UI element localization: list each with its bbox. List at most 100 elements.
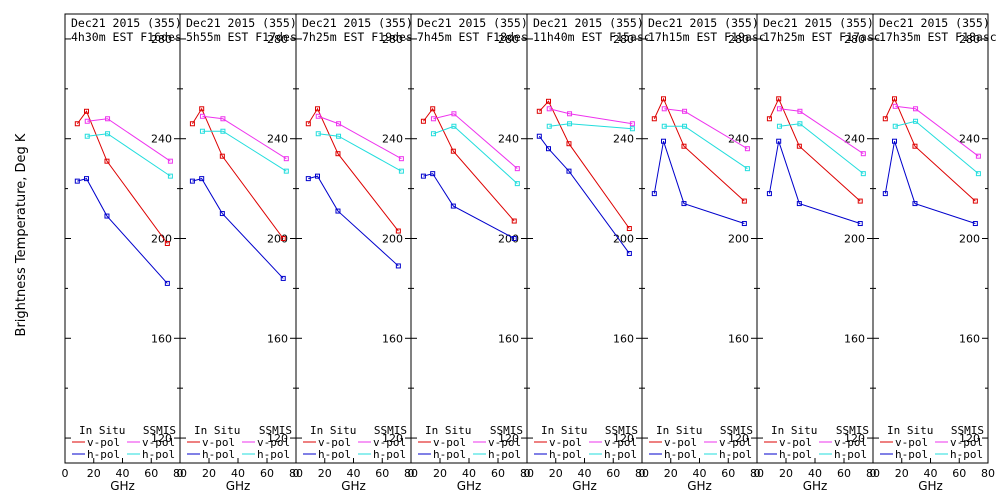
legend-label-ssmis: v-pol xyxy=(604,436,637,449)
data-point xyxy=(430,171,436,177)
x-tick-label: 80 xyxy=(635,467,649,480)
legend-in-situ: In Situ xyxy=(310,424,356,437)
x-tick-label: 20 xyxy=(664,467,678,480)
y-tick-label: 200 xyxy=(498,233,519,246)
data-point xyxy=(335,151,341,157)
x-tick-label: 40 xyxy=(808,467,822,480)
series-line-1 xyxy=(191,107,284,239)
panel-title-line2: 7h45m EST F18des xyxy=(417,30,528,44)
x-tick-label: 60 xyxy=(721,467,735,480)
data-point xyxy=(398,168,404,174)
panel-title-line2: 17h15m EST F19asc xyxy=(648,30,766,44)
y-tick-label: 200 xyxy=(267,233,288,246)
x-tick-label: 80 xyxy=(289,467,303,480)
data-point xyxy=(629,121,635,127)
series-line-2 xyxy=(884,141,976,225)
legend-label-ssmis: h-pol xyxy=(142,448,175,461)
legend-label-ssmis: h-pol xyxy=(950,448,983,461)
data-point xyxy=(84,176,90,182)
legend-ssmis: SSMIS xyxy=(374,424,407,437)
panel-title-line2: 7h25m EST F19des xyxy=(302,30,413,44)
x-tick-label: 40 xyxy=(578,467,592,480)
legend-in-situ: In Situ xyxy=(656,424,702,437)
x-tick-label: 40 xyxy=(693,467,707,480)
chart-panel-8: Dec21 2015 (355)17h35m EST F18asc 120 160 2… xyxy=(870,13,997,493)
data-point xyxy=(567,111,573,117)
data-point xyxy=(315,173,321,179)
legend-label-ssmis: v-pol xyxy=(373,436,406,449)
legend-label-in-situ: h-pol xyxy=(549,448,582,461)
y-tick-label: 120 xyxy=(728,432,749,445)
y-tick-label: 200 xyxy=(613,233,634,246)
legend-label-ssmis: v-pol xyxy=(142,436,175,449)
legend-label-ssmis: h-pol xyxy=(488,448,521,461)
x-axis-label: GHz xyxy=(918,479,943,493)
legend-ssmis: SSMIS xyxy=(490,424,523,437)
legend-label-in-situ: h-pol xyxy=(664,448,697,461)
panel-title-line2: 11h40m EST F15asc xyxy=(533,30,651,44)
panel-title-line2: 5h55m EST F17des xyxy=(186,30,297,44)
data-point xyxy=(546,123,552,129)
data-point xyxy=(167,158,173,164)
data-point xyxy=(164,240,170,246)
data-point xyxy=(892,138,898,144)
series-line-4 xyxy=(895,120,979,175)
series-line-1 xyxy=(423,107,515,222)
legend-label-in-situ: v-pol xyxy=(664,436,697,449)
data-point xyxy=(744,166,750,172)
series-line-3 xyxy=(87,118,171,162)
panel-title-line1: Dec21 2015 (355) xyxy=(648,16,759,30)
data-point xyxy=(189,178,195,184)
y-tick-label: 160 xyxy=(498,332,519,345)
data-point xyxy=(315,106,321,112)
panel-title-line1: Dec21 2015 (355) xyxy=(71,16,182,30)
legend-label-ssmis: h-pol xyxy=(373,448,406,461)
y-tick-label: 120 xyxy=(151,432,172,445)
data-point xyxy=(283,168,289,174)
data-point xyxy=(682,123,688,129)
legend-label-ssmis: h-pol xyxy=(719,448,752,461)
legend-in-situ: In Situ xyxy=(194,424,240,437)
data-point xyxy=(546,98,552,104)
legend-in-situ: In Situ xyxy=(541,424,587,437)
series-line-2 xyxy=(77,178,168,284)
series-line-1 xyxy=(307,107,399,232)
data-point xyxy=(84,118,90,124)
data-point xyxy=(105,131,111,137)
data-point xyxy=(536,108,542,114)
x-tick-label: 0 xyxy=(293,467,300,480)
x-tick-label: 20 xyxy=(87,467,101,480)
legend-ssmis: SSMIS xyxy=(836,424,869,437)
panel-title-line1: Dec21 2015 (355) xyxy=(302,16,413,30)
y-tick-label: 280 xyxy=(267,33,288,46)
legend-ssmis: SSMIS xyxy=(143,424,176,437)
data-point xyxy=(972,198,978,204)
x-tick-label: 40 xyxy=(347,467,361,480)
series-line-3 xyxy=(202,115,287,160)
data-point xyxy=(546,146,552,152)
y-axis-label: Brightness Temperature, Deg K xyxy=(14,133,29,336)
data-point xyxy=(796,143,802,149)
data-point xyxy=(220,128,226,134)
x-tick-label: 60 xyxy=(491,467,505,480)
chart-panel-1: Dec21 2015 (355)4h30m EST F16des 120 160 20… xyxy=(62,13,187,493)
series-line-2 xyxy=(538,135,630,254)
x-tick-label: 0 xyxy=(62,467,69,480)
x-tick-label: 20 xyxy=(779,467,793,480)
data-point xyxy=(913,106,919,112)
y-tick-label: 160 xyxy=(613,332,634,345)
data-point xyxy=(74,178,80,184)
data-point xyxy=(104,158,110,164)
series-line-2 xyxy=(308,175,399,267)
data-point xyxy=(315,113,321,119)
x-tick-label: 60 xyxy=(837,467,851,480)
legend-label-in-situ: v-pol xyxy=(87,436,120,449)
data-point xyxy=(84,133,90,139)
data-point xyxy=(797,121,803,127)
x-tick-label: 0 xyxy=(639,467,646,480)
y-tick-label: 240 xyxy=(151,133,172,146)
series-line-2 xyxy=(768,141,861,225)
x-tick-label: 20 xyxy=(549,467,563,480)
panel-title-line1: Dec21 2015 (355) xyxy=(763,16,874,30)
data-point xyxy=(744,146,750,152)
